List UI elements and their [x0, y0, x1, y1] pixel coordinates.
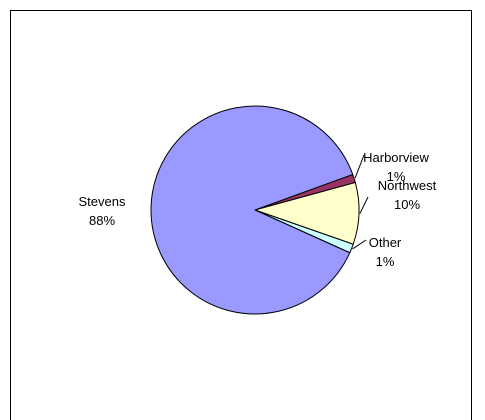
slice-percent-stevens: 88%: [89, 213, 115, 228]
pie-slices: [150, 105, 360, 315]
slice-percent-other: 1%: [376, 254, 395, 269]
label-group-harborview: Harborview 1%: [363, 150, 429, 184]
leader-line-northwest: [359, 196, 369, 214]
slice-label-stevens: Stevens: [79, 194, 126, 209]
label-group-stevens: Stevens 88%: [79, 194, 126, 228]
pie-chart: Harborview 1% Northwest 10% Other 1% Ste…: [79, 105, 437, 315]
pie-slice-stevens: [150, 105, 354, 315]
slice-label-northwest: Northwest: [378, 178, 437, 193]
leader-line-harborview: [354, 154, 365, 179]
slice-label-harborview: Harborview: [363, 150, 429, 165]
label-group-other: Other 1%: [369, 235, 402, 269]
slice-percent-northwest: 10%: [394, 197, 420, 212]
label-group-northwest: Northwest 10%: [378, 178, 437, 212]
leader-lines: [352, 154, 369, 250]
slice-label-other: Other: [369, 235, 402, 250]
slice-percent-harborview: 1%: [387, 169, 406, 184]
leader-line-other: [352, 239, 367, 250]
